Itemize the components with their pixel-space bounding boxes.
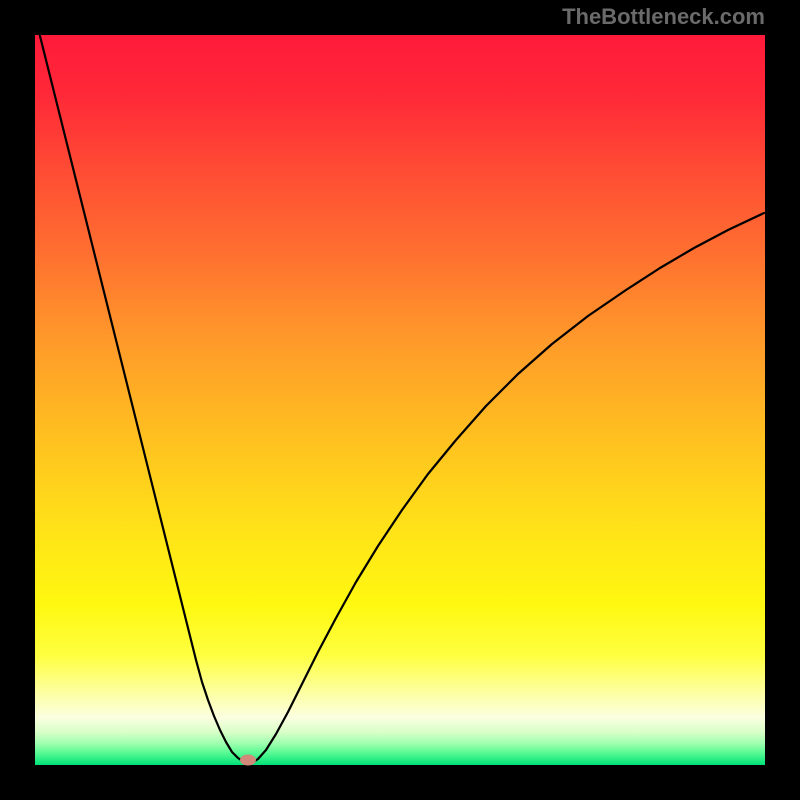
gradient-background <box>35 35 765 765</box>
minimum-marker <box>240 755 256 766</box>
watermark-text: TheBottleneck.com <box>562 4 765 30</box>
plot-area <box>35 35 765 765</box>
chart-container: TheBottleneck.com <box>0 0 800 800</box>
